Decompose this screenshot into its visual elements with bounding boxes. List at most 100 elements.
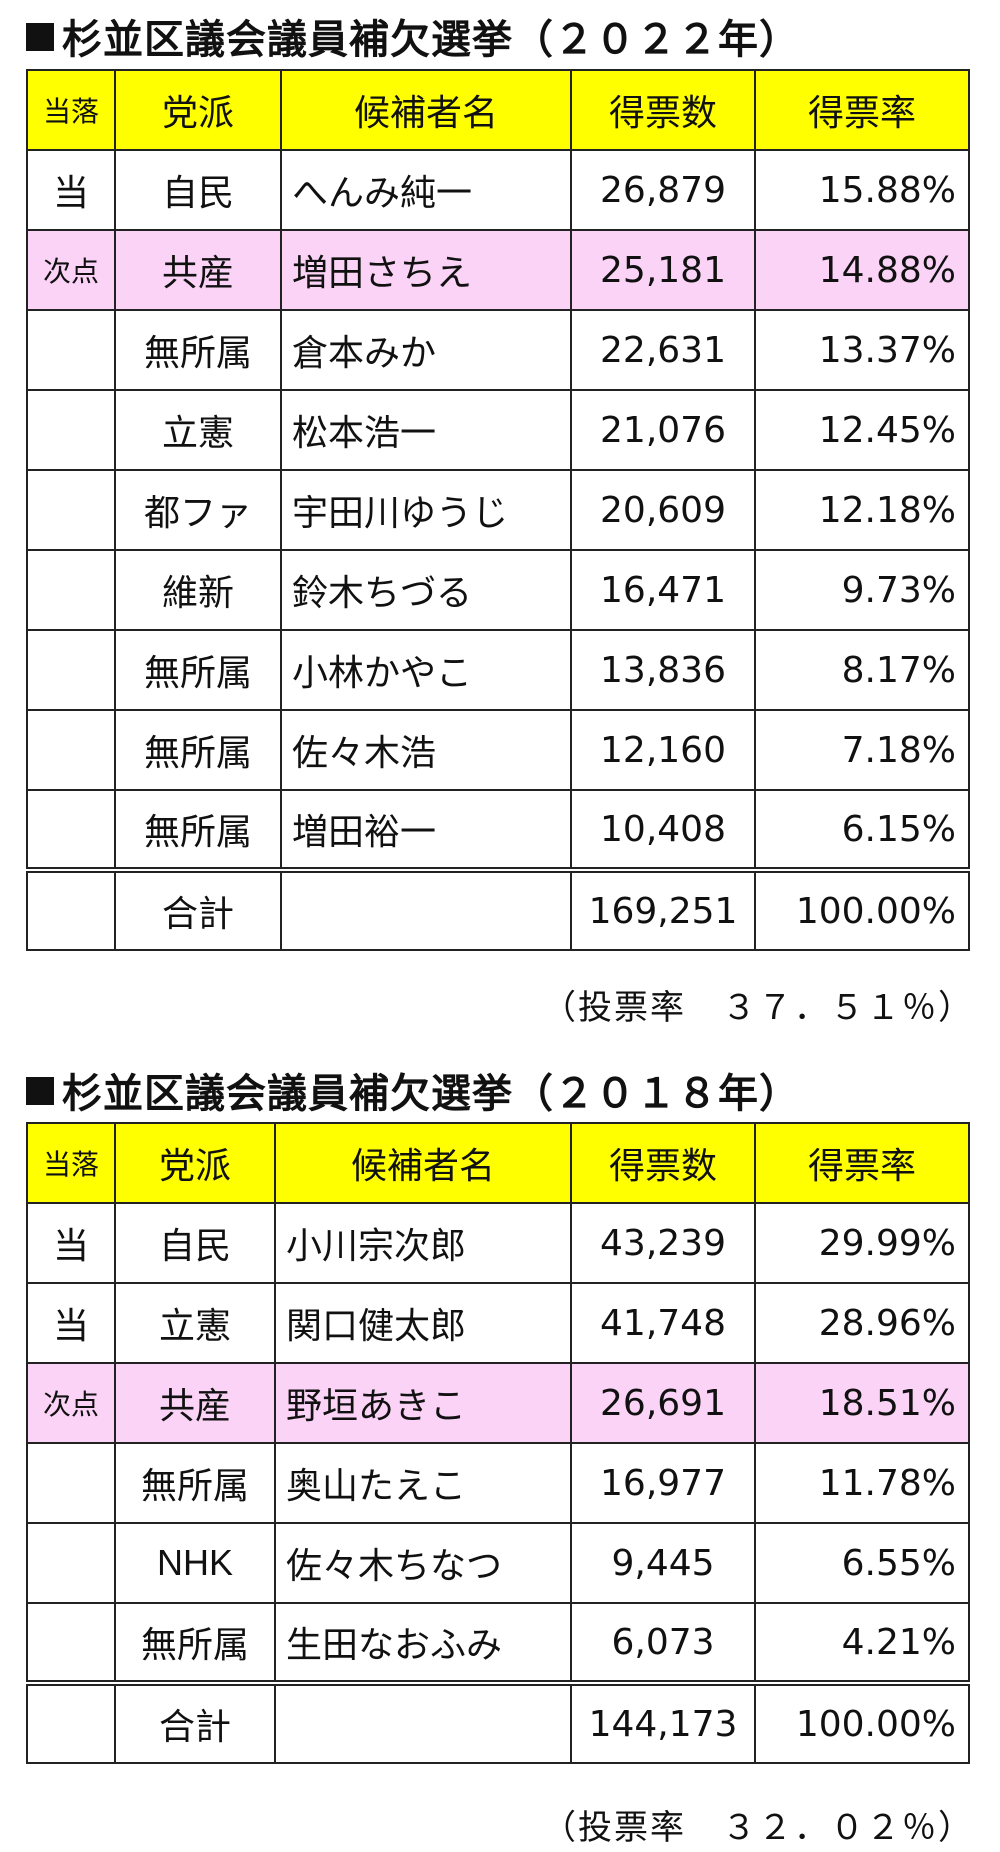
table-header-row: 当落 党派 候補者名 得票数 得票率 xyxy=(26,1122,970,1204)
header-votes: 得票数 xyxy=(570,69,756,151)
rate-cell: 28.96% xyxy=(754,1282,970,1364)
votes-cell: 21,076 xyxy=(570,389,756,471)
status-cell xyxy=(26,629,116,711)
votes-cell: 6,073 xyxy=(570,1602,756,1684)
party-cell: 無所属 xyxy=(114,1602,276,1684)
total-row: 合計 144,173 100.00% xyxy=(26,1680,970,1764)
table-row: 次点 共産 増田さちえ 25,181 14.88% xyxy=(26,229,970,311)
votes-cell: 16,977 xyxy=(570,1442,756,1524)
rate-cell: 8.17% xyxy=(754,629,970,711)
rate-cell: 12.18% xyxy=(754,469,970,551)
total-rate: 100.00% xyxy=(754,867,970,951)
votes-cell: 16,471 xyxy=(570,549,756,631)
status-cell xyxy=(26,1442,116,1524)
header-rate: 得票率 xyxy=(754,1122,970,1204)
status-cell xyxy=(26,309,116,391)
party-cell: 立憲 xyxy=(114,389,282,471)
candidate-name-cell: 鈴木ちづる xyxy=(280,549,572,631)
party-cell: 自民 xyxy=(114,1202,276,1284)
total-row: 合計 169,251 100.00% xyxy=(26,867,970,951)
header-status: 当落 xyxy=(26,1122,116,1204)
table-row: 無所属 倉本みか 22,631 13.37% xyxy=(26,309,970,391)
party-cell: 無所属 xyxy=(114,789,282,871)
votes-cell: 41,748 xyxy=(570,1282,756,1364)
table-header-row: 当落 党派 候補者名 得票数 得票率 xyxy=(26,69,970,151)
party-cell: 維新 xyxy=(114,549,282,631)
status-cell: 次点 xyxy=(26,1362,116,1444)
rate-cell: 11.78% xyxy=(754,1442,970,1524)
rate-cell: 14.88% xyxy=(754,229,970,311)
table-row: 都ファ 宇田川ゆうじ 20,609 12.18% xyxy=(26,469,970,551)
total-votes: 144,173 xyxy=(570,1680,756,1764)
status-cell xyxy=(26,789,116,871)
candidate-name-cell: 生田なおふみ xyxy=(274,1602,572,1684)
status-cell xyxy=(26,709,116,791)
table-row: 維新 鈴木ちづる 16,471 9.73% xyxy=(26,549,970,631)
party-cell: 無所属 xyxy=(114,1442,276,1524)
table-row: 無所属 生田なおふみ 6,073 4.21% xyxy=(26,1602,970,1684)
party-cell: 無所属 xyxy=(114,629,282,711)
votes-cell: 43,239 xyxy=(570,1202,756,1284)
results-table: 当落 党派 候補者名 得票数 得票率 当 自民 小川宗次郎 43,239 29.… xyxy=(26,1122,970,1764)
header-votes: 得票数 xyxy=(570,1122,756,1204)
party-cell: 自民 xyxy=(114,149,282,231)
party-cell: 共産 xyxy=(114,229,282,311)
status-cell: 次点 xyxy=(26,229,116,311)
rate-cell: 6.15% xyxy=(754,789,970,871)
votes-cell: 22,631 xyxy=(570,309,756,391)
votes-cell: 10,408 xyxy=(570,789,756,871)
candidate-name-cell: へんみ純一 xyxy=(280,149,572,231)
votes-cell: 25,181 xyxy=(570,229,756,311)
header-party: 党派 xyxy=(114,1122,276,1204)
total-label: 合計 xyxy=(114,867,282,951)
total-votes: 169,251 xyxy=(570,867,756,951)
rate-cell: 13.37% xyxy=(754,309,970,391)
candidate-name-cell: 小林かやこ xyxy=(280,629,572,711)
turnout-note: （投票率 ３７．５１％） xyxy=(542,988,974,1028)
candidate-name-cell: 増田さちえ xyxy=(280,229,572,311)
table-row: 無所属 増田裕一 10,408 6.15% xyxy=(26,789,970,871)
status-cell xyxy=(26,867,116,951)
candidate-name-cell: 奥山たえこ xyxy=(274,1442,572,1524)
votes-cell: 13,836 xyxy=(570,629,756,711)
table-row: 当 立憲 関口健太郎 41,748 28.96% xyxy=(26,1282,970,1364)
candidate-name-cell: 松本浩一 xyxy=(280,389,572,471)
header-rate: 得票率 xyxy=(754,69,970,151)
rate-cell: 29.99% xyxy=(754,1202,970,1284)
total-label: 合計 xyxy=(114,1680,276,1764)
rate-cell: 9.73% xyxy=(754,549,970,631)
status-cell: 当 xyxy=(26,1202,116,1284)
candidate-name-cell: 野垣あきこ xyxy=(274,1362,572,1444)
section-title: 杉並区議会議員補欠選挙（２０２２年） xyxy=(26,14,800,66)
votes-cell: 12,160 xyxy=(570,709,756,791)
rate-cell: 15.88% xyxy=(754,149,970,231)
rate-cell: 18.51% xyxy=(754,1362,970,1444)
status-cell: 当 xyxy=(26,149,116,231)
table-row: 当 自民 へんみ純一 26,879 15.88% xyxy=(26,149,970,231)
candidate-name-cell xyxy=(280,867,572,951)
status-cell xyxy=(26,1680,116,1764)
rate-cell: 6.55% xyxy=(754,1522,970,1604)
header-party: 党派 xyxy=(114,69,282,151)
status-cell xyxy=(26,389,116,471)
status-cell: 当 xyxy=(26,1282,116,1364)
candidate-name-cell xyxy=(274,1680,572,1764)
votes-cell: 26,879 xyxy=(570,149,756,231)
status-cell xyxy=(26,549,116,631)
votes-cell: 26,691 xyxy=(570,1362,756,1444)
status-cell xyxy=(26,469,116,551)
party-cell: 無所属 xyxy=(114,709,282,791)
table-row: 次点 共産 野垣あきこ 26,691 18.51% xyxy=(26,1362,970,1444)
votes-cell: 20,609 xyxy=(570,469,756,551)
header-status: 当落 xyxy=(26,69,116,151)
party-cell: 都ファ xyxy=(114,469,282,551)
square-bullet-icon xyxy=(26,23,54,51)
candidate-name-cell: 増田裕一 xyxy=(280,789,572,871)
rate-cell: 4.21% xyxy=(754,1602,970,1684)
candidate-name-cell: 小川宗次郎 xyxy=(274,1202,572,1284)
table-row: 当 自民 小川宗次郎 43,239 29.99% xyxy=(26,1202,970,1284)
candidate-name-cell: 佐々木ちなつ xyxy=(274,1522,572,1604)
results-table: 当落 党派 候補者名 得票数 得票率 当 自民 へんみ純一 26,879 15.… xyxy=(26,69,970,951)
rate-cell: 7.18% xyxy=(754,709,970,791)
total-rate: 100.00% xyxy=(754,1680,970,1764)
